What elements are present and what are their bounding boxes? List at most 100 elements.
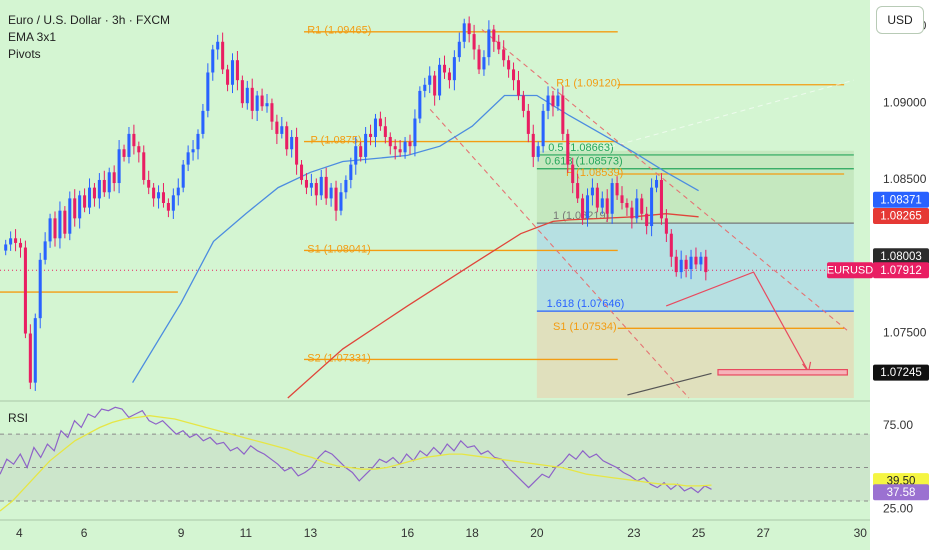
slow-ma-line <box>627 372 712 396</box>
candle <box>87 178 92 215</box>
candle-body <box>221 41 225 70</box>
candle <box>457 32 461 62</box>
candle <box>171 188 175 219</box>
candle-body <box>171 195 175 211</box>
time-axis-tick: 16 <box>401 526 415 540</box>
candle <box>78 190 82 229</box>
indicator-pivots-label[interactable]: Pivots <box>8 47 41 61</box>
candle-body <box>339 192 343 211</box>
currency-button[interactable]: USD <box>876 6 924 34</box>
price-axis-tick: 1.07500 <box>883 326 927 340</box>
candle-body <box>462 23 466 42</box>
price-label-badge <box>873 191 929 208</box>
pivot-label: S2 (1.07331) <box>307 352 371 364</box>
candle-body <box>369 133 373 137</box>
candle-body <box>556 95 560 107</box>
candle-body <box>526 110 530 134</box>
candle <box>467 16 471 43</box>
candle <box>699 252 703 271</box>
time-axis-tick: 23 <box>627 526 641 540</box>
candle <box>275 114 279 145</box>
candle <box>664 209 668 242</box>
candle-body <box>344 179 348 193</box>
candle-body <box>477 49 481 70</box>
candle <box>620 186 624 210</box>
candle-body <box>373 118 378 137</box>
candle <box>551 90 555 117</box>
candle-body <box>87 187 92 208</box>
candle <box>561 86 565 141</box>
candle-body <box>206 72 210 111</box>
candle <box>299 160 304 185</box>
candle <box>571 157 575 194</box>
candle <box>581 193 585 225</box>
price-label-badge <box>873 208 929 225</box>
candle <box>512 62 516 91</box>
candle <box>9 231 13 251</box>
price-label-text: 1.08265 <box>880 211 922 223</box>
price-label-text: 1.07912 <box>880 265 922 277</box>
candle-body <box>521 95 525 111</box>
pivot-label: P (1.08539) <box>566 167 623 179</box>
candle-body <box>349 164 353 180</box>
candle <box>112 165 116 192</box>
candle <box>354 136 358 175</box>
candle <box>122 144 126 162</box>
candle-body <box>117 149 121 184</box>
candle <box>245 80 249 110</box>
candle-body <box>408 141 412 147</box>
candle <box>645 206 649 235</box>
candle <box>625 198 629 216</box>
candle-body <box>576 183 580 199</box>
pivot-label: S1 (1.07534) <box>553 321 617 333</box>
candle-body <box>285 126 289 150</box>
candle-body <box>137 146 141 153</box>
candle-body <box>630 207 634 219</box>
fib-zone-tan <box>536 311 854 398</box>
candle-body <box>378 118 382 127</box>
channel-line-upper <box>481 29 848 331</box>
candle-body <box>33 318 37 383</box>
candle-body <box>605 198 609 214</box>
candle-body <box>181 164 185 188</box>
candle-body <box>442 64 447 73</box>
time-axis-tick: 25 <box>692 526 706 540</box>
candle-body <box>48 218 52 242</box>
candle <box>364 126 368 164</box>
candle <box>674 249 678 277</box>
candle <box>147 170 151 195</box>
candle-body <box>112 172 116 184</box>
candle <box>482 50 486 76</box>
fib-level-label: 0.5 (1.08663) <box>548 142 613 154</box>
candle-body <box>704 256 708 273</box>
candle-body <box>482 57 486 70</box>
candle <box>240 75 244 108</box>
candle-body <box>38 259 42 319</box>
candle <box>556 88 560 111</box>
fib-zone-blue <box>536 223 854 312</box>
time-axis-tick: 13 <box>304 526 318 540</box>
candle <box>447 67 451 89</box>
candle <box>329 183 333 207</box>
candle-body <box>659 179 663 219</box>
indicator-ema-label[interactable]: EMA 3x1 <box>8 30 57 44</box>
fib-level-label: 1.618 (1.07646) <box>547 298 625 310</box>
candle <box>127 126 131 164</box>
candle-body <box>467 23 471 35</box>
rsi-axis-tick: 25.00 <box>883 501 913 515</box>
rsi-readout-text: 37.58 <box>887 487 916 499</box>
candle <box>487 20 491 66</box>
price-label-text: 1.08003 <box>880 251 922 263</box>
candle <box>369 124 373 146</box>
candle-body <box>92 187 96 199</box>
candle <box>452 50 456 91</box>
candle-body <box>265 103 269 107</box>
price-label-badge <box>873 262 929 279</box>
candle <box>206 63 210 118</box>
candle-body <box>423 84 427 91</box>
price-axis-tick: 1.09000 <box>883 95 927 109</box>
candle <box>260 88 264 111</box>
pivot-label: R1 (1.09120) <box>556 78 620 90</box>
candle-body <box>620 195 624 203</box>
